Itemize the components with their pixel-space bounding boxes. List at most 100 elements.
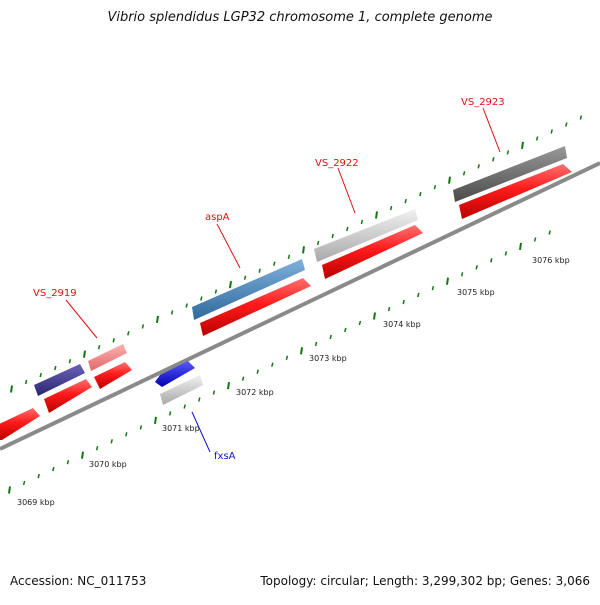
- tick-mark: [477, 164, 480, 169]
- tick-mark: [521, 141, 524, 150]
- tick-mark: [565, 122, 568, 127]
- tick-mark: [168, 411, 172, 416]
- tick-mark: [431, 286, 435, 291]
- cds-arrow[interactable]: [0, 408, 40, 440]
- tick-mark: [287, 254, 291, 259]
- tick-mark: [360, 219, 364, 225]
- tick-mark: [156, 315, 159, 324]
- tick-mark: [329, 334, 332, 340]
- tick-mark: [285, 355, 289, 360]
- cds-arrow[interactable]: [200, 278, 311, 336]
- tick-mark: [81, 451, 84, 459]
- tick-label-3076: 3076 kbp: [532, 256, 570, 265]
- tick-mark: [170, 310, 174, 315]
- tick-mark: [402, 299, 405, 305]
- tick-mark: [241, 376, 245, 381]
- gene-VS_2919[interactable]: [88, 344, 127, 371]
- scale-labels: 3069 kbp 3070 kbp 3071 kbp 3072 kbp 3073…: [17, 256, 570, 507]
- tick-mark: [314, 341, 318, 347]
- cds-arrow[interactable]: [94, 362, 132, 389]
- gene-track: [34, 146, 567, 405]
- tick-mark: [141, 324, 145, 329]
- tick-label-3073: 3073 kbp: [309, 354, 347, 363]
- tick-mark: [258, 268, 261, 273]
- gene-aspA[interactable]: [192, 259, 305, 320]
- tick-mark: [417, 292, 420, 298]
- tick-mark: [504, 251, 508, 256]
- tick-mark: [185, 303, 188, 308]
- tick-mark: [446, 277, 449, 285]
- tick-mark: [183, 404, 186, 409]
- cds-arrow[interactable]: [322, 225, 423, 279]
- tick-mark: [68, 359, 72, 364]
- tick-mark: [375, 211, 378, 219]
- tick-mark: [548, 230, 551, 235]
- gene-label-VS_2919[interactable]: VS_2919: [33, 288, 77, 299]
- tick-mark: [112, 338, 115, 343]
- tick-mark: [389, 205, 393, 211]
- tick-label-3075: 3075 kbp: [457, 288, 495, 297]
- tick-mark: [227, 381, 230, 390]
- tick-mark: [256, 369, 259, 374]
- gene-fxsA-neighbor[interactable]: [160, 375, 203, 405]
- tick-mark: [37, 473, 40, 479]
- tick-mark: [579, 115, 583, 120]
- gene-VS_2922[interactable]: [314, 209, 418, 262]
- cds-arrow[interactable]: [44, 379, 92, 413]
- tick-mark: [22, 480, 26, 486]
- gene-VS_2919-prior[interactable]: [34, 364, 85, 396]
- tick-mark: [462, 171, 466, 176]
- gene-fxsA[interactable]: [155, 361, 195, 387]
- tick-row-upper: [10, 115, 583, 393]
- genome-summary-text: Topology: circular; Length: 3,299,302 bp…: [260, 574, 590, 588]
- tick-mark: [52, 466, 55, 472]
- tick-label-3072: 3072 kbp: [236, 388, 274, 397]
- gene-label-VS_2922[interactable]: VS_2922: [315, 158, 359, 169]
- tick-mark: [271, 362, 274, 367]
- tick-mark: [475, 265, 478, 270]
- tick-label-3070: 3070 kbp: [89, 460, 127, 469]
- tick-mark: [273, 261, 276, 266]
- tick-mark: [519, 242, 522, 251]
- tick-row-lower: [8, 230, 551, 494]
- tick-mark: [490, 258, 493, 263]
- tick-mark: [154, 416, 157, 425]
- tick-mark: [535, 136, 539, 141]
- tick-mark: [433, 185, 437, 190]
- tick-mark: [492, 157, 495, 162]
- tick-mark: [243, 275, 247, 280]
- tick-mark: [24, 379, 28, 385]
- gene-label-aspA[interactable]: aspA: [205, 212, 230, 223]
- tick-label-3071: 3071 kbp: [162, 424, 200, 433]
- tick-mark: [214, 289, 218, 294]
- tick-mark: [110, 439, 113, 444]
- backbone: [0, 161, 600, 451]
- tick-mark: [331, 233, 334, 239]
- tick-mark: [448, 176, 451, 184]
- callout-lines: [65, 107, 501, 453]
- tick-mark: [97, 345, 101, 350]
- gene-label-fxsA[interactable]: fxsA: [214, 451, 236, 462]
- tick-mark: [139, 425, 143, 430]
- tick-mark: [212, 390, 216, 395]
- tick-mark: [346, 226, 349, 232]
- accession-text: Accession: NC_011753: [10, 574, 147, 588]
- tick-mark: [54, 365, 57, 371]
- gene-VS_2923[interactable]: [453, 146, 567, 202]
- tick-mark: [39, 372, 42, 378]
- tick-mark: [302, 246, 305, 254]
- tick-mark: [125, 432, 128, 437]
- cds-arrow[interactable]: [459, 164, 572, 219]
- gene-label-VS_2923[interactable]: VS_2923: [461, 97, 505, 108]
- tick-mark: [404, 198, 407, 204]
- tick-label-3074: 3074 kbp: [383, 320, 421, 329]
- tick-mark: [95, 446, 99, 451]
- tick-mark: [419, 191, 422, 197]
- tick-mark: [358, 320, 362, 326]
- tick-mark: [300, 347, 303, 355]
- tick-mark: [200, 296, 203, 301]
- cds-track: [0, 164, 572, 440]
- tick-mark: [229, 280, 232, 289]
